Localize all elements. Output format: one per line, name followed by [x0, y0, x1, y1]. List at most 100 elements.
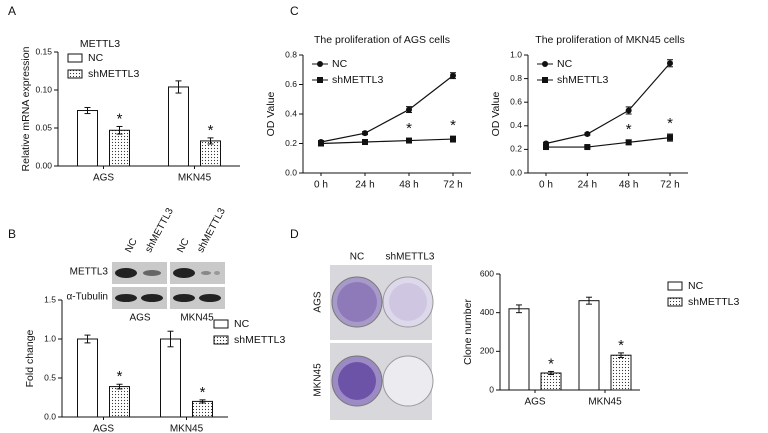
legend-swatch	[67, 53, 83, 63]
line	[546, 137, 671, 148]
bar	[610, 354, 632, 391]
y-tick-label: 400	[480, 307, 494, 317]
significance: *	[200, 384, 206, 401]
x-tick-label: AGS	[93, 424, 114, 433]
bar	[200, 140, 221, 167]
y-tick-label: 0.0	[285, 167, 297, 177]
marker	[625, 107, 632, 114]
legend-label: shMETTL3	[557, 74, 609, 86]
y-tick-label: 0.5	[44, 372, 56, 382]
y-tick-label: 0.8	[285, 49, 297, 59]
y-tick-label: 200	[480, 346, 494, 356]
blot: NC shMETTL3 NC shMETTL3 METTL3 α-Tubulin…	[66, 206, 228, 324]
colony-column: NC	[350, 252, 364, 263]
legend-label: shMETTL3	[88, 68, 140, 80]
y-tick-label: 0.2	[510, 144, 522, 154]
x-tick-label: MKN45	[178, 173, 212, 184]
marker	[450, 72, 456, 79]
bar	[160, 338, 181, 418]
bar	[578, 300, 600, 391]
panel-letter: C	[290, 4, 299, 18]
y-axis-label: Relative mRNA expression	[20, 46, 32, 171]
y-tick-label: 0.4	[510, 120, 522, 130]
legend-swatch	[213, 319, 229, 329]
marker	[667, 60, 673, 67]
chart-title: The proliferation of MKN45 cells	[535, 34, 684, 46]
line	[320, 75, 454, 143]
bar	[109, 129, 130, 167]
legend-label: NC	[234, 318, 250, 330]
y-tick-label: 1.0	[44, 333, 56, 343]
bar	[77, 110, 98, 167]
panel-letter: A	[8, 4, 16, 18]
marker	[406, 106, 412, 113]
legend-swatch	[67, 69, 83, 79]
x-tick-label: 24 h	[355, 180, 374, 191]
marker	[450, 136, 456, 143]
x-tick-label: 0 h	[539, 180, 553, 191]
blot-column: NC	[175, 237, 191, 255]
significance: *	[626, 121, 632, 138]
bar	[109, 386, 130, 418]
chart-title: METTL3	[80, 38, 120, 50]
bar	[508, 308, 530, 391]
bar	[540, 372, 562, 391]
colony-row: AGS	[313, 291, 324, 312]
y-axis-label: OD Value	[490, 91, 502, 136]
significance: *	[548, 355, 554, 372]
marker	[667, 134, 673, 141]
y-axis-label: Clone number	[462, 299, 474, 365]
colony-plates: NC shMETTL3 AGS MKN45	[313, 252, 435, 420]
marker	[362, 130, 368, 137]
significance: *	[406, 120, 412, 137]
marker	[317, 61, 323, 67]
y-tick-label: 1.5	[44, 294, 56, 304]
y-tick-label: 0.00	[35, 160, 52, 170]
legend-label: NC	[332, 58, 348, 70]
y-axis-label: Fold change	[24, 329, 36, 387]
marker	[584, 131, 591, 138]
bar	[77, 338, 98, 418]
x-tick-label: 48 h	[399, 180, 418, 191]
panel-letter: D	[290, 227, 299, 241]
marker	[318, 140, 324, 147]
bar	[168, 86, 189, 167]
significance: *	[208, 122, 214, 139]
significance: *	[117, 110, 123, 127]
y-tick-label: 0.0	[44, 411, 56, 421]
x-tick-label: 24 h	[578, 180, 597, 191]
marker	[317, 77, 323, 83]
legend-label: NC	[557, 58, 573, 70]
y-tick-label: 0.0	[510, 167, 522, 177]
x-tick-label: AGS	[93, 173, 114, 184]
x-tick-label: 48 h	[619, 180, 638, 191]
x-tick-label: MKN45	[170, 424, 204, 433]
x-tick-label: 72 h	[443, 180, 462, 191]
panel-letter: B	[8, 227, 16, 241]
bar	[192, 400, 213, 418]
y-tick-label: 0.6	[510, 96, 522, 106]
line	[320, 138, 454, 145]
legend-swatch	[213, 335, 229, 345]
chart-title: The proliferation of AGS cells	[314, 34, 450, 46]
legend-swatch	[667, 281, 683, 291]
significance: *	[450, 117, 456, 134]
y-tick-label: 0.6	[285, 79, 297, 89]
marker	[542, 61, 548, 67]
colony-column: shMETTL3	[386, 252, 435, 263]
legend-label: shMETTL3	[234, 334, 286, 346]
blot-group: MKN45	[180, 313, 214, 324]
y-tick-label: 0.05	[35, 122, 52, 132]
y-tick-label: 0.10	[35, 84, 52, 94]
blot-row: α-Tubulin	[66, 292, 108, 303]
y-tick-label: 0.8	[510, 73, 522, 83]
blot-row: METTL3	[70, 267, 109, 278]
y-tick-label: 1.0	[510, 49, 522, 59]
significance: *	[667, 115, 673, 132]
y-axis-label: OD Value	[265, 91, 277, 136]
marker	[406, 137, 412, 144]
y-tick-label: 0.4	[285, 108, 297, 118]
x-tick-label: MKN45	[588, 397, 622, 408]
blot-column: NC	[123, 237, 139, 255]
